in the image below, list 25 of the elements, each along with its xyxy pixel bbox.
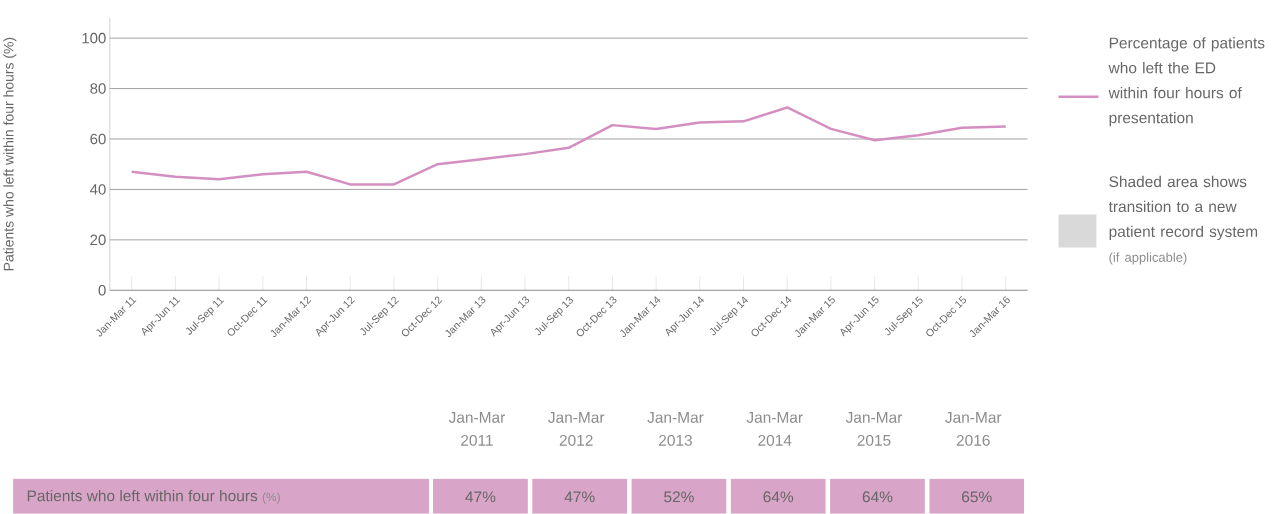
text: Jan-Mar 2015 (845, 412, 903, 446)
text: 47% (465, 491, 496, 503)
text: (%) (262, 492, 280, 504)
y-tick-label: 80 (90, 83, 106, 94)
text: Jan-Mar 2012 (548, 412, 605, 446)
text: (if applicable) (1109, 252, 1187, 265)
y-axis-title: Patients who left within four hours (%) (3, 37, 17, 271)
text: Jan-Mar 2014 (746, 412, 803, 446)
text: Jan-Mar 2011 (448, 412, 506, 446)
text: 64% (862, 491, 893, 503)
text: 47% (564, 491, 595, 503)
text: Jan-Mar 2016 (945, 412, 1002, 446)
text: Jan-Mar 2013 (647, 412, 704, 446)
text: Shaded area shows transition to a new patient record system (1108, 175, 1258, 241)
text: 52% (664, 491, 694, 503)
y-tick-label: 60 (90, 133, 106, 145)
y-tick-label: 40 (90, 184, 106, 195)
y-tick-label: 0 (98, 285, 106, 296)
line-series (130, 106, 1007, 186)
text: Patients who left within four hours (27, 490, 258, 502)
y-tick-label: 20 (90, 234, 106, 246)
text: 64% (763, 491, 794, 503)
text: Percentage of patients who left the ED within four hours of presentation (1108, 37, 1265, 127)
text: 65% (962, 491, 992, 503)
y-tick-label: 100 (82, 32, 106, 44)
